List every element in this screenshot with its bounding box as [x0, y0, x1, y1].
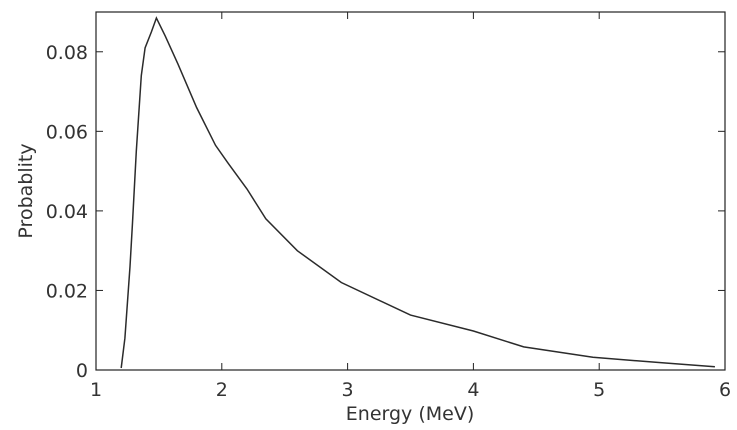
x-axis-label: Energy (MeV) — [346, 403, 474, 425]
series-line — [120, 16, 715, 369]
x-tick-label: 3 — [342, 379, 354, 401]
y-tick-label: 0 — [76, 360, 88, 382]
y-ticks: 0 0.02 0.04 0.06 0.08 — [46, 42, 725, 382]
y-tick-label: 0.08 — [46, 42, 88, 64]
x-tick-label: 4 — [467, 379, 479, 401]
plot-frame — [95, 11, 726, 371]
y-tick-label: 0.04 — [46, 201, 88, 223]
x-tick-label: 1 — [90, 379, 102, 401]
x-tick-label: 6 — [719, 379, 731, 401]
x-ticks: 1 2 3 4 5 6 — [90, 12, 731, 401]
y-axis-label: Probablity — [15, 143, 37, 238]
x-tick-label: 2 — [216, 379, 228, 401]
y-tick-label: 0.02 — [46, 280, 88, 302]
y-tick-label: 0.06 — [46, 121, 88, 143]
x-tick-label: 5 — [593, 379, 605, 401]
